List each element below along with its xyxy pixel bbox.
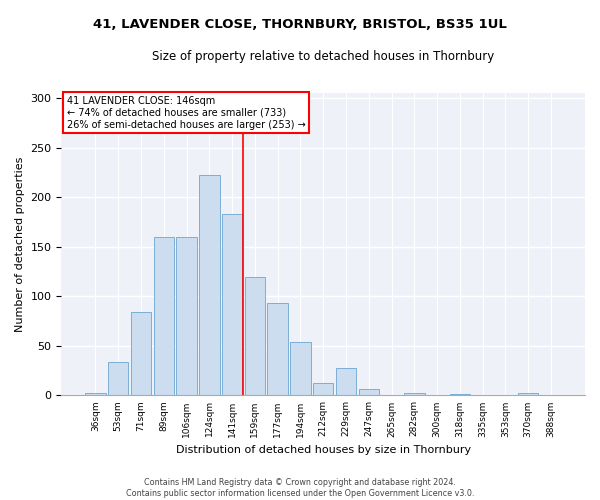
Bar [404, 394, 425, 396]
Text: Contains HM Land Registry data © Crown copyright and database right 2024.
Contai: Contains HM Land Registry data © Crown c… [126, 478, 474, 498]
X-axis label: Distribution of detached houses by size in Thornbury: Distribution of detached houses by size … [176, 445, 471, 455]
Bar [199, 174, 220, 396]
Text: 41 LAVENDER CLOSE: 146sqm
← 74% of detached houses are smaller (733)
26% of semi: 41 LAVENDER CLOSE: 146sqm ← 74% of detac… [67, 96, 305, 130]
Bar [336, 368, 356, 396]
Bar [518, 394, 538, 396]
Title: Size of property relative to detached houses in Thornbury: Size of property relative to detached ho… [152, 50, 494, 63]
Bar [222, 214, 242, 396]
Bar [245, 276, 265, 396]
Bar [449, 394, 470, 396]
Bar [359, 390, 379, 396]
Bar [313, 382, 334, 396]
Bar [268, 304, 288, 396]
Bar [290, 342, 311, 396]
Y-axis label: Number of detached properties: Number of detached properties [15, 156, 25, 332]
Bar [154, 237, 174, 396]
Bar [176, 237, 197, 396]
Bar [131, 312, 151, 396]
Text: 41, LAVENDER CLOSE, THORNBURY, BRISTOL, BS35 1UL: 41, LAVENDER CLOSE, THORNBURY, BRISTOL, … [93, 18, 507, 30]
Bar [108, 362, 128, 396]
Bar [85, 394, 106, 396]
